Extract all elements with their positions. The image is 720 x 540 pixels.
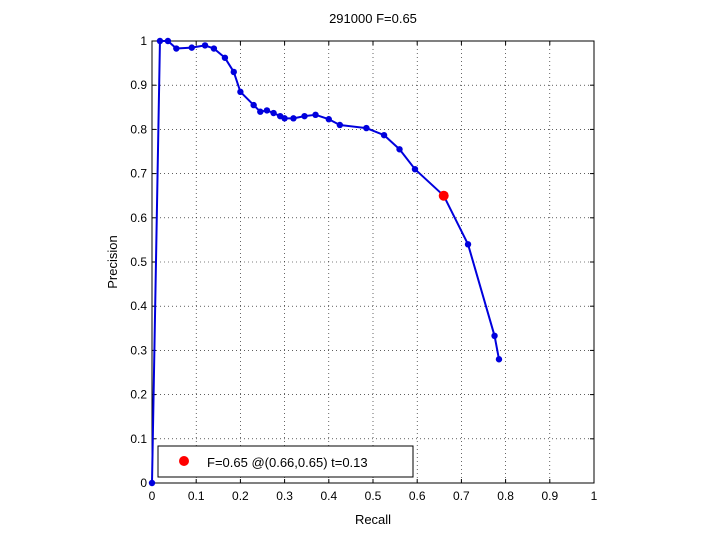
x-tick-label: 0.9 — [541, 489, 558, 503]
pr-curve-point — [363, 124, 370, 132]
pr-curve-point — [221, 54, 229, 61]
y-tick-label: 0.9 — [130, 78, 147, 92]
pr-curve-point — [263, 107, 271, 114]
y-tick-label: 0.6 — [130, 211, 147, 225]
pr-curve-point — [210, 45, 218, 52]
pr-curve-point — [290, 115, 297, 122]
x-tick-label: 0.5 — [365, 489, 382, 503]
x-axis: 0 0.1 0.2 0.3 0.4 0.5 0.6 0.7 0.8 0.9 1 — [149, 41, 598, 503]
y-tick-label: 1 — [140, 34, 147, 48]
pr-curve-point — [464, 241, 472, 248]
pr-curve-point — [411, 165, 419, 173]
y-tick-label: 0.4 — [130, 299, 147, 313]
y-axis: 0 0.1 0.2 0.3 0.4 0.5 0.6 0.7 0.8 0.9 1 — [130, 34, 594, 490]
x-tick-label: 0.8 — [497, 489, 514, 503]
legend-label: F=0.65 @(0.66,0.65) t=0.13 — [207, 455, 368, 470]
x-tick-label: 0.1 — [188, 489, 205, 503]
x-tick-label: 0.6 — [409, 489, 426, 503]
pr-curve-point — [491, 332, 498, 340]
legend-box — [157, 445, 414, 478]
pr-curve-point — [148, 479, 156, 487]
best-f-point-layer — [438, 190, 449, 201]
pr-curve-point — [173, 45, 180, 52]
y-tick-label: 0.3 — [130, 343, 147, 357]
y-tick-label: 0.5 — [130, 255, 147, 269]
y-tick-label: 0 — [140, 476, 147, 490]
best-f-point — [438, 190, 449, 201]
x-tick-label: 0 — [149, 489, 156, 503]
pr-curve-point — [156, 37, 164, 45]
chart-title: 291000 F=0.65 — [329, 11, 417, 26]
y-tick-label: 0.2 — [130, 388, 147, 402]
pr-curve-point — [188, 44, 195, 51]
pr-curve-point — [164, 37, 172, 45]
legend: F=0.65 @(0.66,0.65) t=0.13 — [157, 445, 414, 478]
series-precision-recall — [148, 37, 503, 487]
y-tick-label: 0.7 — [130, 167, 147, 181]
y-tick-label: 0.8 — [130, 122, 147, 136]
pr-curve-point — [237, 88, 244, 96]
x-tick-label: 0.4 — [320, 489, 337, 503]
pr-curve-point — [325, 116, 332, 123]
pr-curve-point — [281, 115, 288, 122]
x-axis-label: Recall — [355, 512, 391, 527]
y-tick-label: 0.1 — [130, 432, 147, 446]
pr-curve-point — [301, 112, 308, 120]
pr-curve-point — [336, 121, 344, 129]
grid — [152, 41, 594, 483]
pr-curve-point — [270, 109, 277, 117]
pr-curve-point — [380, 131, 388, 139]
x-tick-label: 0.3 — [276, 489, 293, 503]
pr-curve-point — [250, 101, 257, 109]
pr-curve-point — [312, 111, 319, 119]
pr-curve-point — [201, 42, 209, 49]
x-tick-label: 0.2 — [232, 489, 249, 503]
pr-curve-point — [396, 146, 403, 153]
pr-curve-point — [257, 108, 264, 115]
pr-curve-point — [230, 68, 237, 76]
pr-curve-point — [495, 356, 503, 363]
x-tick-label: 1 — [591, 489, 598, 503]
y-axis-label: Precision — [105, 235, 120, 288]
legend-marker — [179, 456, 189, 466]
x-tick-label: 0.7 — [453, 489, 470, 503]
